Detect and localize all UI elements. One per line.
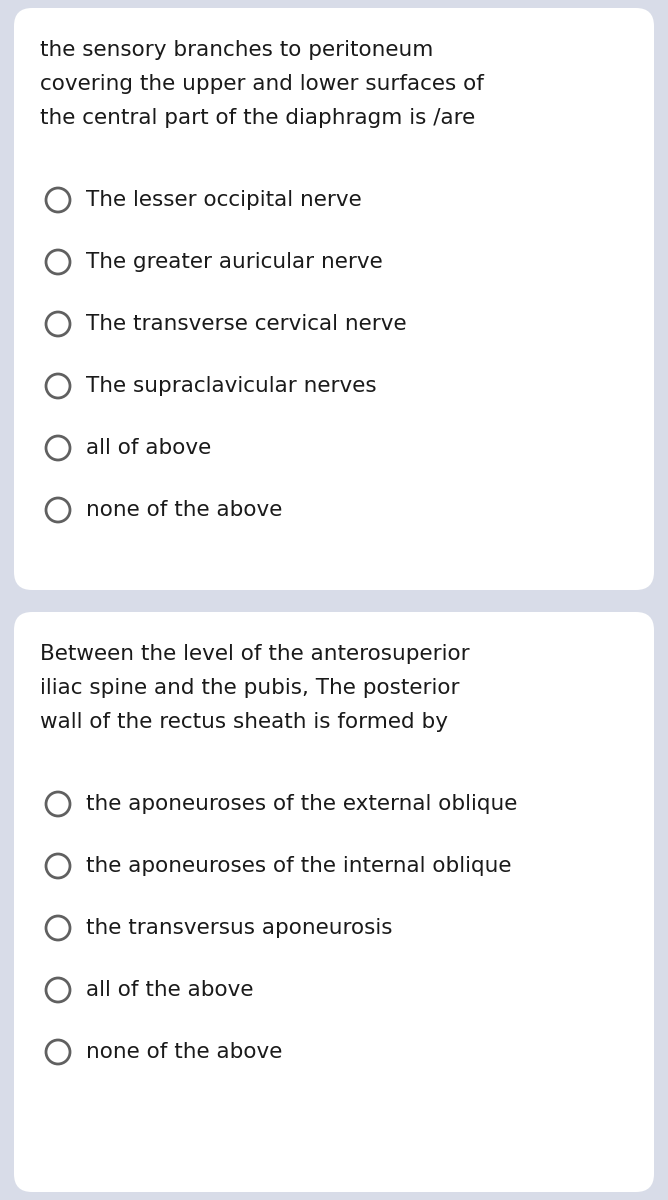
Text: none of the above: none of the above [86, 1042, 283, 1062]
Text: The lesser occipital nerve: The lesser occipital nerve [86, 190, 362, 210]
Text: The greater auricular nerve: The greater auricular nerve [86, 252, 383, 272]
Text: the central part of the diaphragm is /are: the central part of the diaphragm is /ar… [40, 108, 475, 128]
Text: iliac spine and the pubis, The posterior: iliac spine and the pubis, The posterior [40, 678, 460, 698]
Text: all of above: all of above [86, 438, 211, 458]
Text: the aponeuroses of the internal oblique: the aponeuroses of the internal oblique [86, 856, 512, 876]
Text: covering the upper and lower surfaces of: covering the upper and lower surfaces of [40, 74, 484, 94]
Text: wall of the rectus sheath is formed by: wall of the rectus sheath is formed by [40, 712, 448, 732]
Text: The transverse cervical nerve: The transverse cervical nerve [86, 314, 407, 334]
Text: all of the above: all of the above [86, 980, 253, 1000]
Text: the sensory branches to peritoneum: the sensory branches to peritoneum [40, 40, 434, 60]
FancyBboxPatch shape [14, 612, 654, 1192]
Text: none of the above: none of the above [86, 500, 283, 520]
Text: Between the level of the anterosuperior: Between the level of the anterosuperior [40, 644, 470, 664]
Text: the aponeuroses of the external oblique: the aponeuroses of the external oblique [86, 794, 518, 814]
FancyBboxPatch shape [14, 8, 654, 590]
Text: the transversus aponeurosis: the transversus aponeurosis [86, 918, 393, 938]
Text: The supraclavicular nerves: The supraclavicular nerves [86, 376, 377, 396]
